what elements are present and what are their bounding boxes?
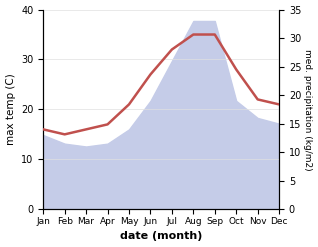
Y-axis label: max temp (C): max temp (C) [5, 74, 16, 145]
Y-axis label: med. precipitation (kg/m2): med. precipitation (kg/m2) [303, 49, 313, 170]
X-axis label: date (month): date (month) [120, 231, 202, 242]
